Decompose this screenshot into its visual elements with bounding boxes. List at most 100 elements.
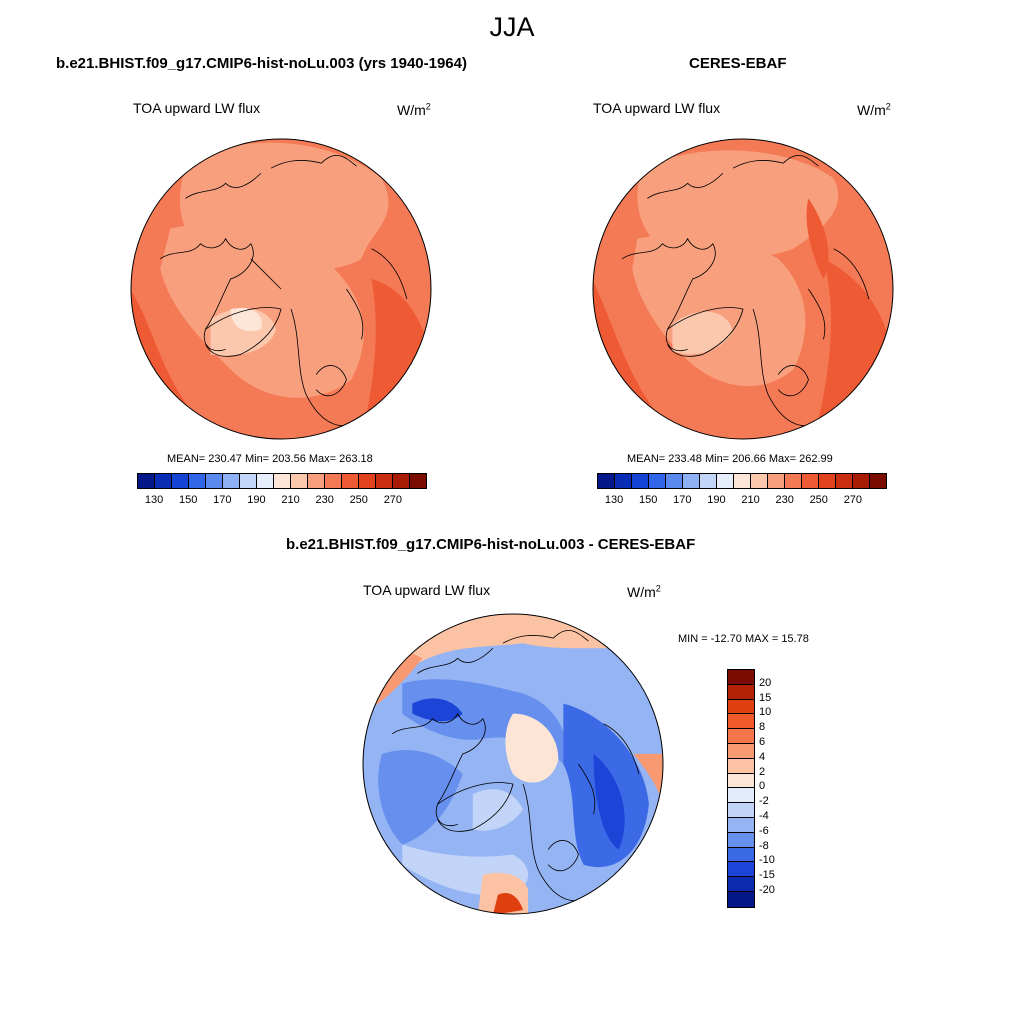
colorbar-swatch bbox=[325, 474, 342, 488]
colorbar-swatch bbox=[785, 474, 802, 488]
colorbar-swatch bbox=[728, 714, 754, 730]
colorbar-swatch bbox=[172, 474, 189, 488]
colorbar-tick-label: 10 bbox=[759, 706, 772, 719]
colorbar-swatch bbox=[751, 474, 768, 488]
colorbar-swatch bbox=[836, 474, 853, 488]
colorbar-swatch bbox=[728, 743, 754, 759]
colorbar-tick-label: -6 bbox=[759, 824, 769, 837]
colorbar-tick-label: 190 bbox=[707, 494, 726, 506]
colorbar-swatch bbox=[728, 877, 754, 892]
panel3-units: W/m2 bbox=[627, 583, 661, 600]
colorbar-tick-label: -8 bbox=[759, 839, 769, 852]
colorbar-swatch bbox=[138, 474, 155, 488]
colorbar-tick-label: 4 bbox=[759, 750, 766, 763]
panel1-stats: MEAN= 230.47 Min= 203.56 Max= 263.18 bbox=[167, 453, 373, 465]
colorbar-swatch bbox=[632, 474, 649, 488]
colorbar-tick-label: 150 bbox=[638, 494, 658, 506]
panel3-stats: MIN = -12.70 MAX = 15.78 bbox=[678, 633, 809, 645]
colorbar-swatch bbox=[728, 758, 754, 774]
panel2-units: W/m2 bbox=[857, 101, 891, 118]
colorbar-swatch bbox=[700, 474, 717, 488]
panel1-colorbar bbox=[137, 473, 427, 489]
colorbar-tick-label: -15 bbox=[759, 869, 775, 882]
colorbar-tick-label: 270 bbox=[383, 494, 403, 506]
colorbar-swatch bbox=[728, 803, 754, 818]
colorbar-tick-label: -2 bbox=[759, 795, 769, 808]
panel3-title: b.e21.BHIST.f09_g17.CMIP6-hist-noLu.003 … bbox=[286, 536, 696, 553]
colorbar-swatch bbox=[223, 474, 240, 488]
colorbar-tick-label: 250 bbox=[349, 494, 368, 506]
colorbar-swatch bbox=[649, 474, 666, 488]
panel2-colorbar bbox=[597, 473, 887, 489]
colorbar-tick-label: 230 bbox=[775, 494, 794, 506]
panel2-stats: MEAN= 233.48 Min= 206.66 Max= 262.99 bbox=[627, 453, 833, 465]
colorbar-swatch bbox=[189, 474, 206, 488]
colorbar-tick-label: 170 bbox=[673, 494, 692, 506]
colorbar-swatch bbox=[728, 684, 754, 700]
colorbar-swatch bbox=[598, 474, 615, 488]
colorbar-swatch bbox=[683, 474, 700, 488]
colorbar-tick-label: -20 bbox=[759, 884, 775, 896]
colorbar-swatch bbox=[728, 670, 754, 685]
colorbar-swatch bbox=[615, 474, 632, 488]
colorbar-tick-label: 6 bbox=[759, 736, 766, 748]
panel3-colorbar bbox=[727, 669, 755, 908]
colorbar-swatch bbox=[728, 847, 754, 863]
colorbar-tick-label: 270 bbox=[843, 494, 863, 506]
panel1-map bbox=[130, 138, 432, 440]
colorbar-swatch bbox=[393, 474, 410, 488]
panel2-map bbox=[592, 138, 894, 440]
colorbar-swatch bbox=[870, 474, 886, 488]
colorbar-tick-label: -10 bbox=[759, 854, 775, 867]
colorbar-swatch bbox=[274, 474, 291, 488]
colorbar-swatch bbox=[410, 474, 426, 488]
colorbar-swatch bbox=[342, 474, 359, 488]
colorbar-swatch bbox=[802, 474, 819, 488]
colorbar-swatch bbox=[728, 817, 754, 833]
colorbar-tick-label: 210 bbox=[741, 494, 760, 506]
colorbar-swatch bbox=[728, 788, 754, 804]
panel2-title: CERES-EBAF bbox=[689, 55, 787, 72]
colorbar-swatch bbox=[376, 474, 393, 488]
colorbar-swatch bbox=[728, 699, 754, 715]
colorbar-swatch bbox=[734, 474, 751, 488]
colorbar-tick-label: 2 bbox=[759, 765, 766, 778]
colorbar-tick-label: 250 bbox=[809, 494, 828, 506]
colorbar-tick-label: 150 bbox=[178, 494, 198, 506]
colorbar-tick-label: 210 bbox=[281, 494, 300, 506]
colorbar-tick-label: 130 bbox=[604, 494, 624, 506]
colorbar-swatch bbox=[717, 474, 734, 488]
colorbar-swatch bbox=[819, 474, 836, 488]
colorbar-tick-label: 170 bbox=[213, 494, 232, 506]
colorbar-swatch bbox=[728, 832, 754, 848]
colorbar-tick-label: 8 bbox=[759, 721, 766, 734]
colorbar-swatch bbox=[728, 773, 754, 789]
colorbar-swatch bbox=[155, 474, 172, 488]
panel3-variable: TOA upward LW flux bbox=[363, 582, 491, 598]
colorbar-swatch bbox=[206, 474, 223, 488]
panel2-variable: TOA upward LW flux bbox=[593, 100, 721, 116]
colorbar-swatch bbox=[666, 474, 683, 488]
colorbar-tick-label: 230 bbox=[315, 494, 334, 506]
panel3-map bbox=[362, 613, 664, 915]
colorbar-swatch bbox=[240, 474, 257, 488]
colorbar-tick-label: 20 bbox=[759, 676, 772, 689]
colorbar-swatch bbox=[291, 474, 308, 488]
colorbar-tick-label: -4 bbox=[759, 810, 769, 822]
colorbar-tick-label: 190 bbox=[247, 494, 266, 506]
panel1-title: b.e21.BHIST.f09_g17.CMIP6-hist-noLu.003 … bbox=[56, 55, 467, 72]
colorbar-swatch bbox=[728, 862, 754, 878]
panel1-variable: TOA upward LW flux bbox=[133, 100, 261, 116]
figure-title: JJA bbox=[489, 12, 535, 42]
colorbar-swatch bbox=[853, 474, 870, 488]
colorbar-swatch bbox=[359, 474, 376, 488]
panel1-units: W/m2 bbox=[397, 101, 431, 118]
colorbar-tick-label: 15 bbox=[759, 691, 772, 704]
colorbar-swatch bbox=[257, 474, 274, 488]
colorbar-swatch bbox=[728, 891, 754, 907]
colorbar-tick-label: 0 bbox=[759, 780, 766, 793]
colorbar-swatch bbox=[768, 474, 785, 488]
panel1-colorbar-ticks: 130 150 170 190 210 230 250 270 bbox=[137, 494, 427, 508]
colorbar-swatch bbox=[728, 729, 754, 744]
panel3-colorbar-ticks: 20 15 10 8 6 4 2 0 -2 -4 -6 -8 -10 -15 -20 bbox=[759, 669, 799, 909]
